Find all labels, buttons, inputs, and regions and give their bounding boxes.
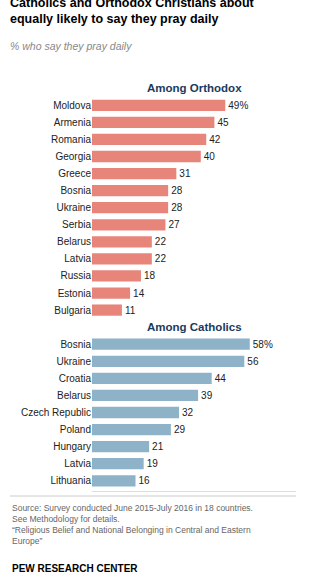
svg-text:56: 56	[247, 356, 259, 367]
svg-text:40: 40	[204, 151, 216, 162]
svg-text:Catholics and Orthodox Christi: Catholics and Orthodox Christians aboute…	[10, 0, 255, 26]
svg-text:Greece: Greece	[58, 168, 91, 179]
svg-text:Among Catholics: Among Catholics	[147, 321, 242, 333]
svg-text:Croatia: Croatia	[59, 373, 92, 384]
svg-text:45: 45	[217, 117, 229, 128]
svg-text:16: 16	[139, 475, 151, 486]
svg-text:Belarus: Belarus	[57, 390, 91, 401]
svg-text:11: 11	[125, 305, 136, 316]
svg-text:22: 22	[155, 253, 167, 264]
svg-text:58%: 58%	[253, 339, 273, 350]
svg-text:49%: 49%	[228, 100, 248, 111]
svg-text:Czech Republic: Czech Republic	[21, 407, 91, 418]
svg-text:Among Orthodox: Among Orthodox	[147, 82, 242, 94]
svg-text:Hungary: Hungary	[53, 441, 91, 452]
svg-text:18: 18	[144, 270, 156, 281]
svg-text:Estonia: Estonia	[58, 288, 92, 299]
svg-text:19: 19	[147, 458, 159, 469]
svg-text:Bosnia: Bosnia	[60, 339, 91, 350]
svg-text:Moldova: Moldova	[53, 100, 91, 111]
svg-text:Ukraine: Ukraine	[57, 356, 92, 367]
svg-text:29: 29	[174, 424, 186, 435]
svg-text:Russia: Russia	[60, 270, 91, 281]
svg-text:14: 14	[133, 288, 145, 299]
svg-text:Belarus: Belarus	[57, 236, 91, 247]
svg-text:Latvia: Latvia	[64, 253, 91, 264]
svg-text:% who say they pray daily: % who say they pray daily	[10, 40, 132, 52]
svg-text:Lithuania: Lithuania	[50, 475, 91, 486]
svg-text:Ukraine: Ukraine	[57, 202, 92, 213]
svg-text:27: 27	[168, 219, 180, 230]
svg-text:Georgia: Georgia	[55, 151, 91, 162]
svg-text:Serbia: Serbia	[62, 219, 91, 230]
svg-text:44: 44	[215, 373, 227, 384]
svg-text:42: 42	[209, 134, 221, 145]
svg-text:Bulgaria: Bulgaria	[54, 305, 91, 316]
svg-text:Romania: Romania	[51, 134, 91, 145]
svg-text:39: 39	[201, 390, 213, 401]
svg-text:PEW RESEARCH CENTER: PEW RESEARCH CENTER	[12, 563, 138, 574]
svg-text:Source: Survey conducted June: Source: Survey conducted June 2015-July …	[12, 503, 253, 546]
svg-text:Latvia: Latvia	[64, 458, 91, 469]
svg-text:21: 21	[152, 441, 164, 452]
svg-text:31: 31	[179, 168, 191, 179]
svg-text:32: 32	[182, 407, 194, 418]
svg-text:Bosnia: Bosnia	[60, 185, 91, 196]
svg-text:22: 22	[155, 236, 167, 247]
svg-text:28: 28	[171, 185, 183, 196]
svg-text:Poland: Poland	[60, 424, 91, 435]
svg-text:28: 28	[171, 202, 183, 213]
svg-text:Armenia: Armenia	[54, 117, 92, 128]
